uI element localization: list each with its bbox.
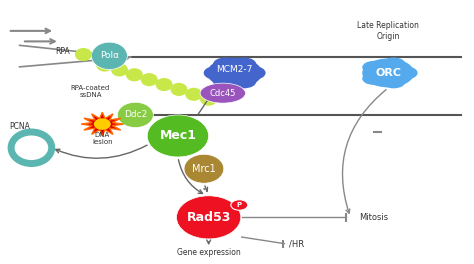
Ellipse shape: [118, 102, 154, 128]
Ellipse shape: [241, 66, 265, 80]
Text: RPA-coated
ssDNA: RPA-coated ssDNA: [71, 85, 110, 98]
Text: /HR: /HR: [289, 240, 304, 249]
Ellipse shape: [232, 58, 256, 71]
Ellipse shape: [147, 115, 209, 157]
Ellipse shape: [75, 48, 92, 61]
Text: Polα: Polα: [100, 51, 119, 60]
Text: MCM2-7: MCM2-7: [217, 65, 253, 74]
Text: PCNA: PCNA: [9, 122, 30, 131]
Text: PCNA: PCNA: [21, 139, 42, 145]
Text: Cdc45: Cdc45: [210, 89, 236, 98]
Ellipse shape: [207, 58, 262, 88]
Ellipse shape: [18, 138, 45, 158]
Text: ORC: ORC: [375, 68, 401, 78]
Text: Mrc1: Mrc1: [192, 164, 216, 174]
Ellipse shape: [155, 78, 173, 91]
Text: Mec1: Mec1: [159, 129, 196, 143]
Polygon shape: [81, 112, 124, 136]
Ellipse shape: [394, 67, 418, 79]
Ellipse shape: [176, 196, 241, 239]
Text: DNA
lesion: DNA lesion: [92, 131, 113, 145]
Text: Late Replication
Origin: Late Replication Origin: [357, 21, 419, 41]
Ellipse shape: [231, 200, 248, 210]
Ellipse shape: [362, 72, 386, 85]
Ellipse shape: [111, 63, 128, 77]
Ellipse shape: [213, 58, 237, 71]
Ellipse shape: [204, 66, 228, 80]
Ellipse shape: [362, 61, 386, 74]
Ellipse shape: [171, 83, 187, 96]
Ellipse shape: [185, 88, 202, 101]
Ellipse shape: [184, 154, 224, 183]
Ellipse shape: [91, 42, 128, 69]
Ellipse shape: [96, 58, 113, 72]
Text: Mitosis: Mitosis: [359, 213, 389, 222]
Text: Ddc2: Ddc2: [124, 110, 147, 119]
Text: Gene expression: Gene expression: [177, 248, 240, 257]
Ellipse shape: [232, 75, 256, 88]
Text: RPA: RPA: [56, 47, 71, 56]
Text: Rad53: Rad53: [186, 211, 231, 224]
Ellipse shape: [200, 83, 246, 103]
Text: P: P: [237, 202, 242, 208]
Ellipse shape: [126, 68, 143, 81]
Text: Polε: Polε: [25, 145, 38, 151]
Text: Polδ: Polδ: [25, 150, 38, 157]
Ellipse shape: [200, 93, 217, 106]
Ellipse shape: [362, 58, 414, 87]
Ellipse shape: [382, 75, 405, 88]
Ellipse shape: [141, 73, 158, 86]
Ellipse shape: [382, 58, 405, 70]
Ellipse shape: [213, 75, 237, 88]
Ellipse shape: [94, 118, 111, 130]
